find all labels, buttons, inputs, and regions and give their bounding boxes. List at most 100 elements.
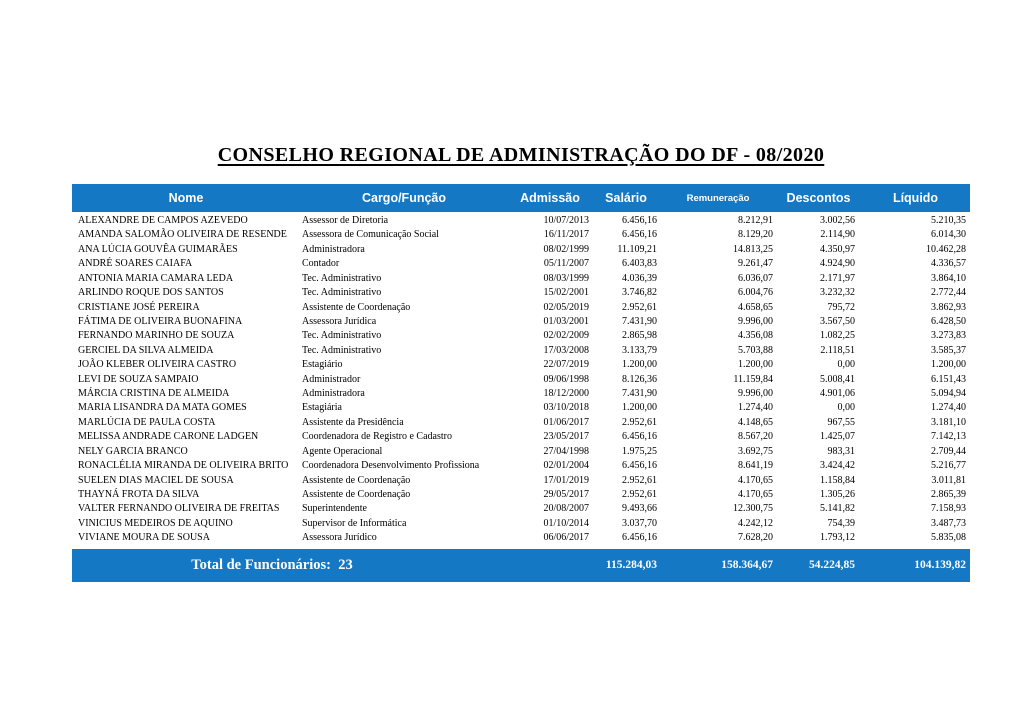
cell-admissao: 10/07/2013 (543, 215, 589, 226)
cell-liquido: 7.142,13 (931, 431, 966, 443)
cell-admissao: 05/11/2007 (543, 258, 589, 270)
cell-nome: ARLINDO ROQUE DOS SANTOS (78, 287, 224, 299)
cell-descontos: 754,39 (827, 517, 856, 529)
table-row: ALEXANDRE DE CAMPOS AZEVEDO Assessor de … (72, 214, 970, 228)
table-row: ARLINDO ROQUE DOS SANTOS Tec. Administra… (72, 286, 970, 300)
cell-nome: MELISSA ANDRADE CARONE LADGEN (78, 431, 259, 443)
column-header-remuneracao: Remuneração (686, 192, 750, 204)
cell-nome: AMANDA SALOMÃO OLIVEIRA DE RESENDE (78, 229, 287, 241)
cell-remuneracao: 5.703,88 (738, 344, 773, 356)
cell-cargo: Assessora Jurídica (302, 315, 377, 327)
cell-salario: 4.036,39 (622, 272, 657, 284)
cell-cargo: Tec. Administrativo (302, 272, 382, 284)
cell-remuneracao: 12.300,75 (733, 503, 773, 515)
cell-descontos: 1.082,25 (820, 330, 855, 342)
cell-admissao: 29/05/2017 (543, 489, 589, 501)
cell-descontos: 1.425,07 (820, 431, 855, 443)
table-row: MARLÚCIA DE PAULA COSTA Assistente da Pr… (72, 416, 970, 430)
cell-admissao: 08/03/1999 (543, 272, 589, 284)
cell-descontos: 3.002,56 (820, 215, 855, 226)
cell-salario: 2.952,61 (622, 416, 657, 428)
cell-descontos: 4.924,90 (820, 258, 855, 270)
column-header-admissao: Admissão (520, 191, 580, 205)
cell-liquido: 5.094,94 (931, 388, 966, 400)
table-row: SUELEN DIAS MACIEL DE SOUSA Assistente d… (72, 474, 970, 488)
cell-cargo: Assistente da Presidência (302, 416, 404, 428)
cell-remuneracao: 8.567,20 (738, 431, 773, 443)
cell-remuneracao: 6.004,76 (738, 287, 773, 299)
cell-salario: 9.493,66 (622, 503, 657, 515)
cell-remuneracao: 3.692,75 (738, 445, 773, 457)
cell-admissao: 20/08/2007 (543, 503, 589, 515)
cell-remuneracao: 14.813,25 (733, 243, 773, 255)
cell-salario: 7.431,90 (622, 315, 657, 327)
cell-admissao: 08/02/1999 (543, 243, 589, 255)
cell-cargo: Assessor de Diretoria (302, 215, 389, 226)
cell-salario: 1.200,00 (622, 402, 657, 414)
cell-cargo: Administradora (302, 243, 365, 255)
cell-remuneracao: 8.641,19 (738, 460, 773, 472)
cell-remuneracao: 8.212,91 (738, 215, 773, 226)
cell-salario: 8.126,36 (622, 373, 657, 385)
column-header-liquido: Líquido (892, 191, 939, 205)
cell-admissao: 23/05/2017 (543, 431, 589, 443)
cell-salario: 6.456,16 (622, 229, 657, 241)
total-salario: 115.284,03 (605, 559, 657, 572)
cell-remuneracao: 4.356,08 (738, 330, 773, 342)
cell-cargo: Estagiário (302, 359, 343, 371)
cell-liquido: 7.158,93 (931, 503, 966, 515)
cell-liquido: 3.273,83 (931, 330, 966, 342)
table-header-row: Nome Cargo/Função Admissão Salário Remun… (72, 184, 970, 212)
cell-salario: 2.865,98 (622, 330, 657, 342)
table-row: MARIA LISANDRA DA MATA GOMES Estagiária … (72, 401, 970, 415)
cell-nome: ALEXANDRE DE CAMPOS AZEVEDO (78, 215, 248, 226)
cell-admissao: 03/10/2018 (543, 402, 589, 414)
cell-cargo: Supervisor de Informática (302, 517, 407, 529)
cell-liquido: 1.274,40 (931, 402, 966, 414)
cell-remuneracao: 8.129,20 (738, 229, 773, 241)
cell-salario: 11.109,21 (617, 243, 657, 255)
cell-salario: 2.952,61 (622, 489, 657, 501)
cell-cargo: Agente Operacional (302, 445, 383, 457)
cell-nome: MÁRCIA CRISTINA DE ALMEIDA (78, 388, 230, 400)
payroll-table: Nome Cargo/Função Admissão Salário Remun… (72, 184, 970, 582)
table-row: FÁTIMA DE OLIVEIRA BUONAFINA Assessora J… (72, 315, 970, 329)
cell-cargo: Contador (302, 258, 340, 270)
cell-cargo: Assessora Jurídico (302, 532, 377, 544)
cell-remuneracao: 4.170,65 (738, 489, 773, 501)
cell-nome: VIVIANE MOURA DE SOUSA (78, 532, 210, 544)
cell-admissao: 15/02/2001 (543, 287, 589, 299)
cell-descontos: 4.350,97 (820, 243, 855, 255)
table-row: FERNANDO MARINHO DE SOUZA Tec. Administr… (72, 329, 970, 343)
table-row: AMANDA SALOMÃO OLIVEIRA DE RESENDE Asses… (72, 228, 970, 242)
cell-liquido: 4.336,57 (931, 258, 966, 270)
cell-admissao: 27/04/1998 (543, 445, 589, 457)
table-row: JOÃO KLEBER OLIVEIRA CASTRO Estagiário 2… (72, 358, 970, 372)
cell-remuneracao: 9.996,00 (738, 388, 773, 400)
cell-nome: ANDRÉ SOARES CAIAFA (78, 258, 193, 270)
cell-salario: 3.746,82 (622, 287, 657, 299)
cell-nome: MARLÚCIA DE PAULA COSTA (78, 416, 216, 428)
cell-descontos: 3.232,32 (820, 287, 855, 299)
table-row: ANDRÉ SOARES CAIAFA Contador 05/11/2007 … (72, 257, 970, 271)
table-footer-row: Total de Funcionários: 23 115.284,03 158… (72, 548, 970, 582)
cell-cargo: Assistente de Coordenação (302, 301, 411, 313)
cell-descontos: 1.305,26 (820, 489, 855, 501)
table-row: CRISTIANE JOSÉ PEREIRA Assistente de Coo… (72, 301, 970, 315)
cell-cargo: Estagiária (302, 402, 342, 414)
cell-descontos: 3.567,50 (820, 315, 855, 327)
cell-remuneracao: 4.148,65 (738, 416, 773, 428)
cell-admissao: 17/01/2019 (543, 474, 589, 486)
table-body: ALEXANDRE DE CAMPOS AZEVEDO Assessor de … (72, 212, 970, 546)
cell-liquido: 3.864,10 (931, 272, 966, 284)
cell-admissao: 09/06/1998 (543, 373, 589, 385)
cell-admissao: 17/03/2008 (543, 344, 589, 356)
cell-descontos: 795,72 (827, 301, 856, 313)
cell-liquido: 10.462,28 (926, 243, 966, 255)
table-row: VALTER FERNANDO OLIVEIRA DE FREITAS Supe… (72, 502, 970, 516)
cell-descontos: 4.901,06 (820, 388, 855, 400)
cell-liquido: 3.862,93 (931, 301, 966, 313)
cell-salario: 3.037,70 (622, 517, 657, 529)
column-header-descontos: Descontos (786, 191, 851, 205)
total-liquido: 104.139,82 (914, 559, 966, 572)
